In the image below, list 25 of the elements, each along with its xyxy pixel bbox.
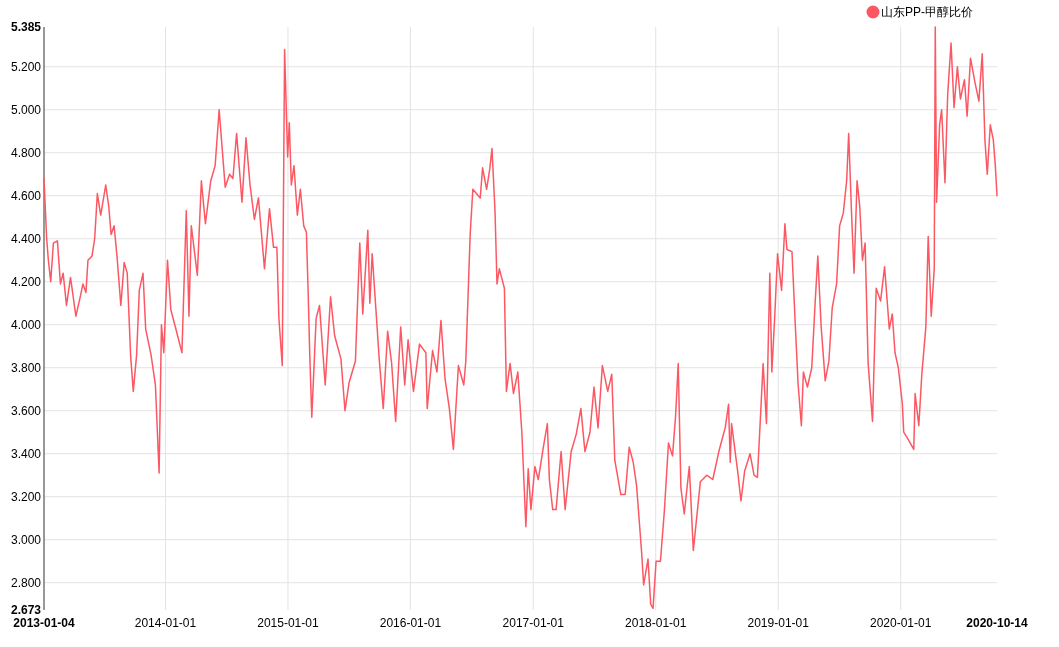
y-tick-label: 5.000 (10, 102, 42, 117)
x-tick-label: 2015-01-01 (257, 616, 319, 630)
x-tick-label: 2020-10-14 (966, 616, 1029, 630)
x-tick-label: 2019-01-01 (747, 616, 810, 630)
y-tick-label: 3.800 (10, 360, 42, 375)
y-tick-label: 4.200 (10, 274, 42, 289)
x-tick-label: 2014-01-01 (134, 616, 197, 630)
y-tick-label: 3.200 (10, 489, 42, 504)
y-tick-label: 5.385 (10, 20, 42, 34)
y-tick-label: 2.673 (10, 603, 42, 617)
y-tick-label: 2.800 (10, 575, 42, 590)
x-tick-label: 2020-01-01 (870, 616, 932, 630)
x-tick-label: 2017-01-01 (502, 616, 565, 630)
y-tick-label: 3.600 (10, 403, 42, 418)
x-tick-label: 2016-01-01 (379, 616, 442, 630)
y-tick-label: 5.200 (10, 59, 42, 74)
y-tick-label: 4.800 (10, 145, 42, 160)
y-tick-label: 3.400 (10, 446, 42, 461)
y-tick-label: 4.600 (10, 188, 42, 203)
legend-item: 山东PP-甲醇比价 (866, 5, 973, 19)
x-tick-label: 2018-01-01 (625, 616, 687, 630)
y-tick-label: 3.000 (10, 532, 42, 547)
x-tick-label: 2013-01-04 (13, 616, 76, 630)
y-tick-label: 4.400 (10, 231, 42, 246)
y-tick-label: 4.000 (10, 317, 42, 332)
